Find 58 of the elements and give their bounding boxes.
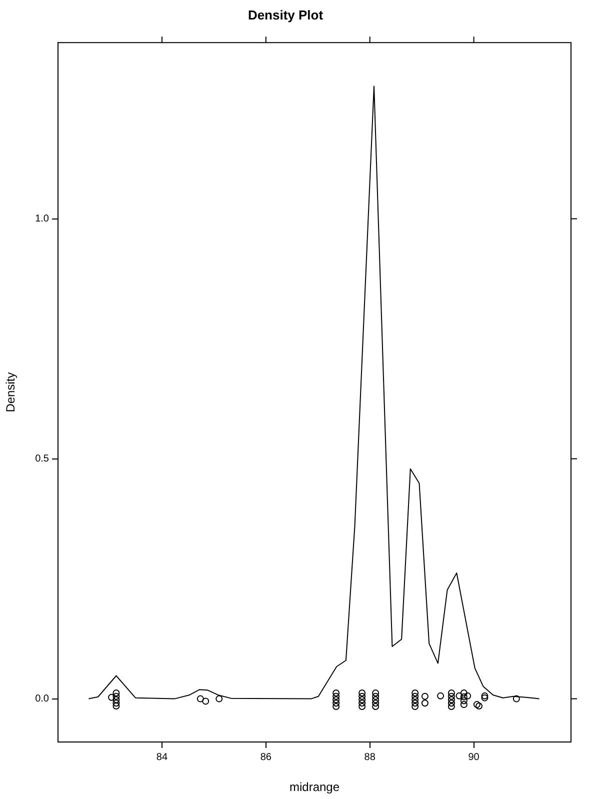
point — [456, 692, 463, 700]
point — [412, 696, 419, 704]
x-tick-label: 88 — [364, 752, 376, 763]
point — [372, 690, 380, 697]
point — [421, 692, 428, 700]
point — [332, 702, 340, 710]
point — [216, 695, 223, 702]
point — [112, 692, 120, 700]
point — [448, 696, 455, 704]
point — [332, 700, 340, 707]
point — [372, 700, 380, 707]
point — [108, 694, 116, 701]
y-tick-label: 0.0 — [35, 694, 50, 705]
point — [448, 700, 455, 707]
point — [196, 695, 204, 702]
point — [112, 696, 120, 704]
x-tick-label: 84 — [156, 752, 168, 763]
y-tick-label: 0.5 — [35, 454, 50, 465]
point — [372, 692, 380, 700]
point — [476, 702, 483, 710]
point — [464, 692, 472, 700]
point — [412, 700, 419, 707]
point — [372, 696, 380, 704]
point — [412, 690, 419, 697]
y-axis-title: Density — [4, 372, 18, 412]
point — [332, 696, 340, 704]
x-tick-label: 86 — [260, 752, 272, 763]
point — [481, 692, 488, 700]
point — [460, 693, 468, 700]
point — [460, 690, 468, 697]
point — [358, 700, 366, 707]
point — [112, 700, 120, 707]
point — [358, 692, 366, 700]
point — [481, 694, 488, 702]
point — [358, 690, 366, 697]
y-tick-label: 1.0 — [35, 214, 50, 225]
point — [460, 697, 468, 704]
chart-title: Density Plot — [248, 7, 324, 22]
point — [332, 690, 340, 697]
point — [112, 702, 120, 710]
point — [473, 701, 480, 708]
point — [448, 702, 455, 710]
point — [358, 696, 366, 704]
point — [412, 692, 419, 700]
point — [112, 690, 120, 697]
point — [448, 690, 455, 697]
point — [202, 698, 210, 705]
x-tick-label: 90 — [468, 752, 480, 763]
point — [412, 702, 419, 710]
point — [437, 692, 444, 700]
point — [358, 702, 366, 710]
point — [460, 701, 468, 708]
x-axis-title: midrange — [289, 780, 340, 794]
point — [372, 702, 380, 710]
point — [512, 695, 520, 702]
point — [332, 692, 340, 700]
point — [421, 700, 428, 707]
point — [448, 692, 455, 700]
